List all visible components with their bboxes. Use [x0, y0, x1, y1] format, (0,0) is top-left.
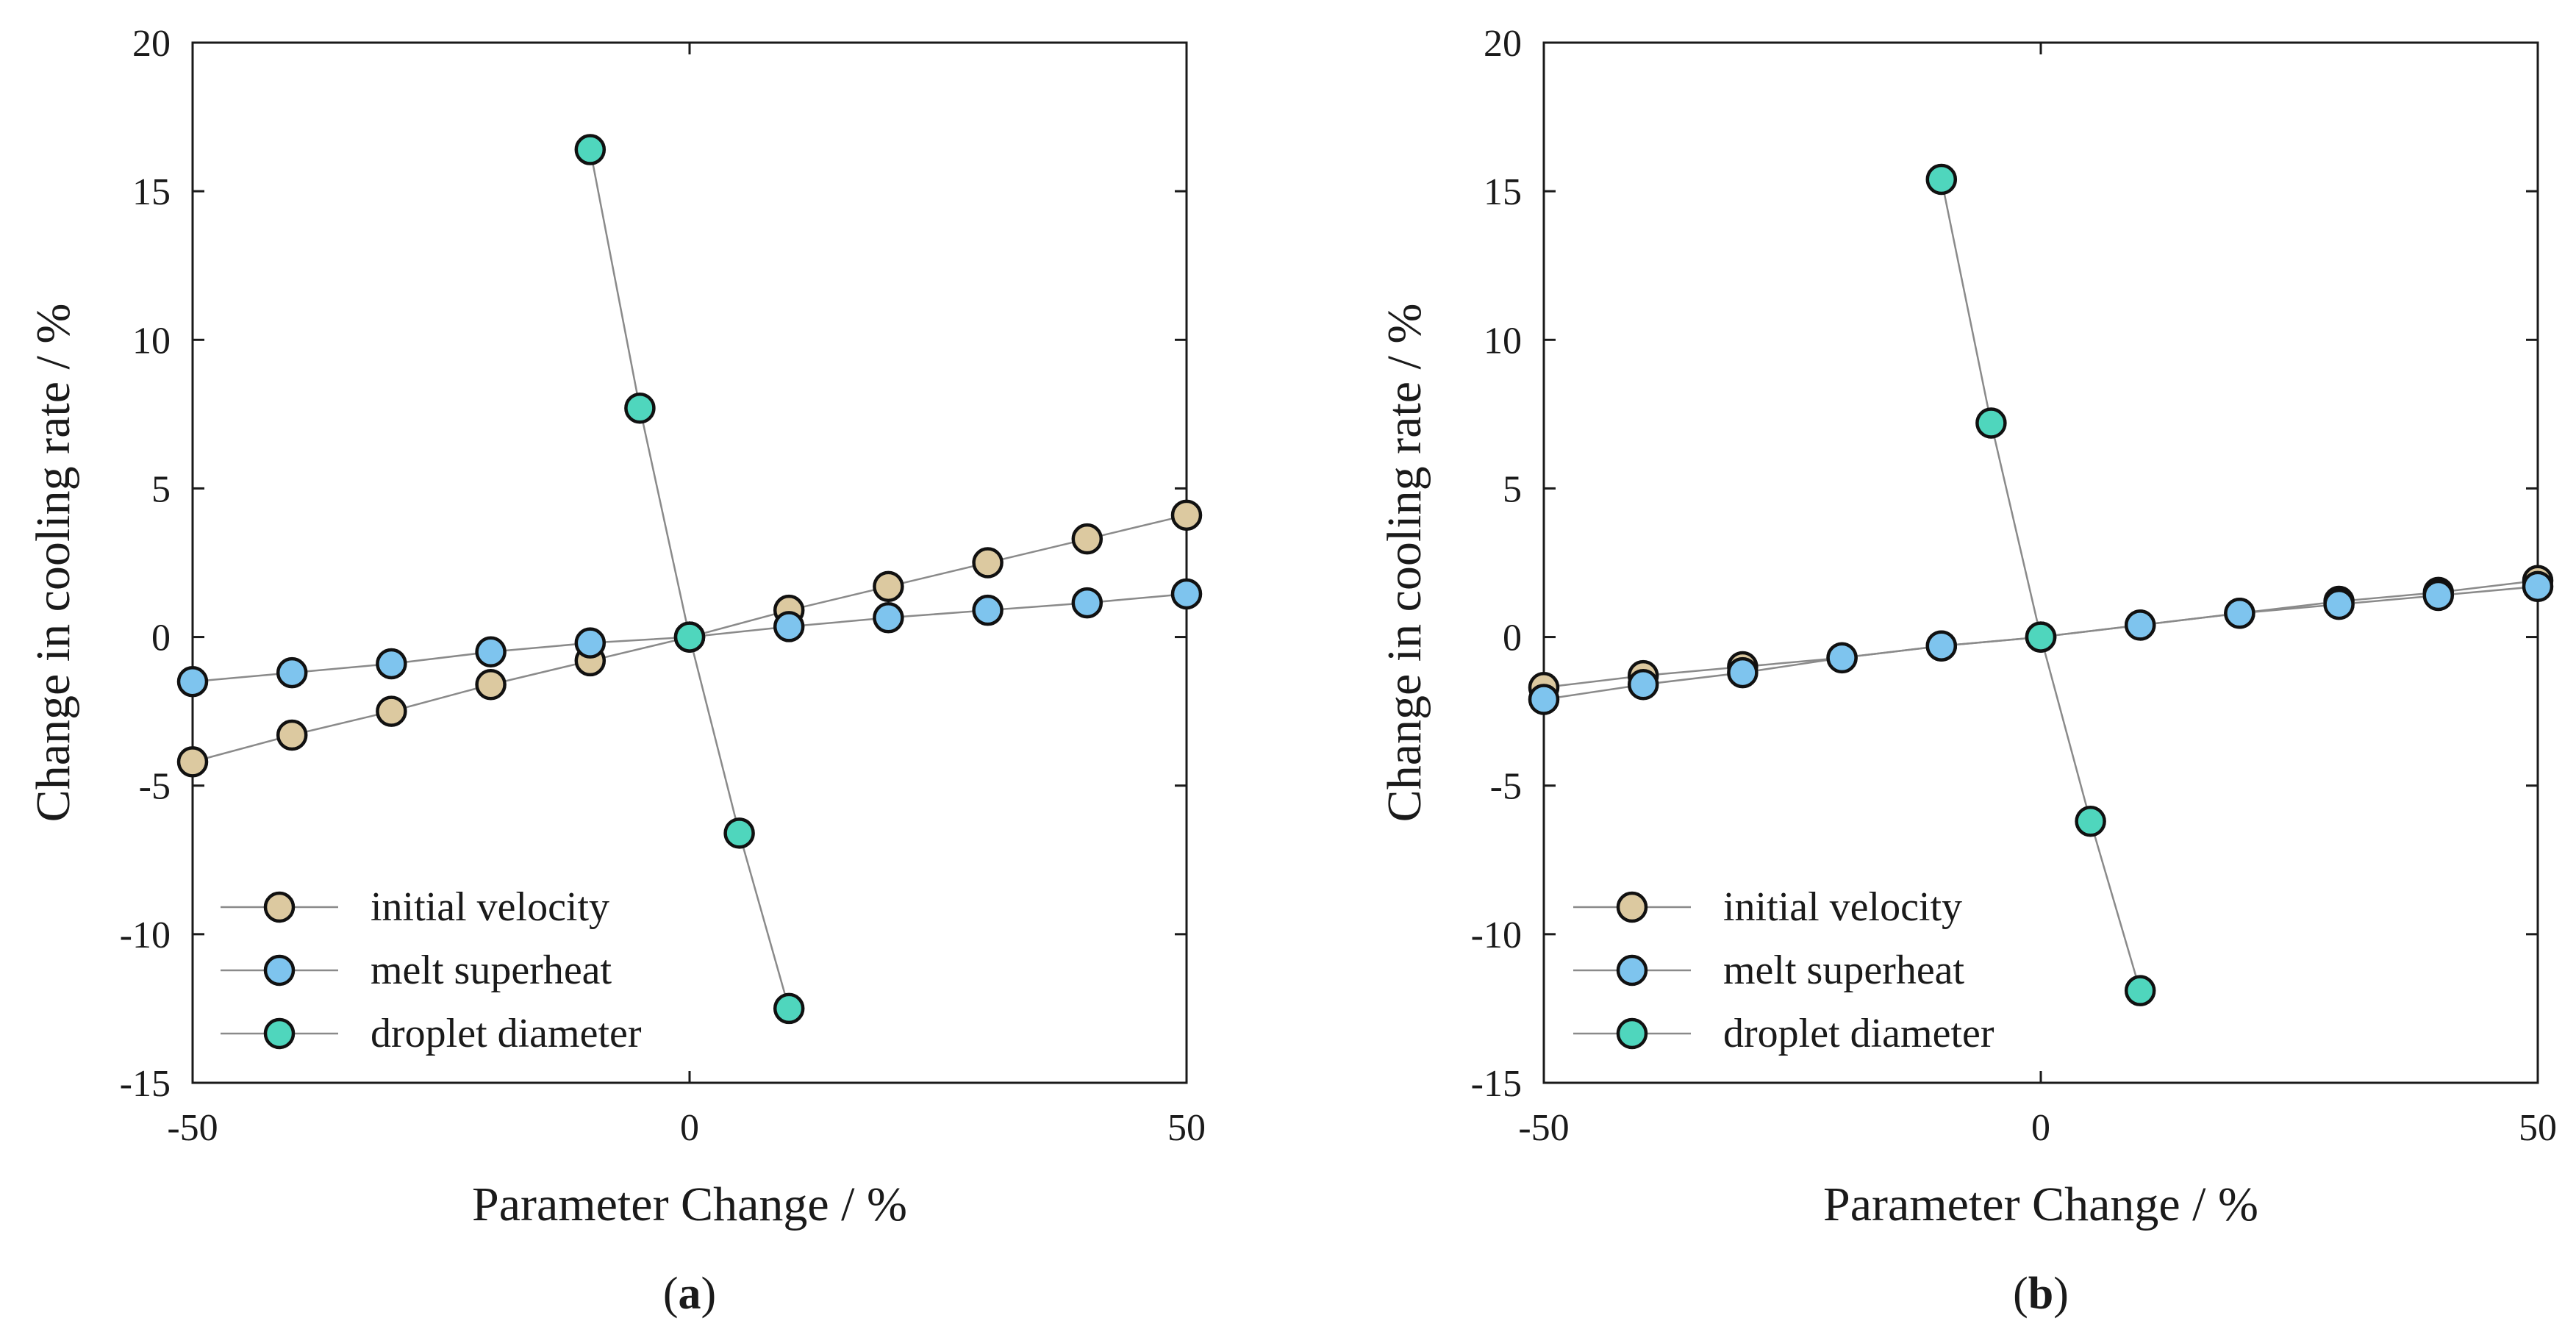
x-tick-label: 0 [2031, 1107, 2050, 1149]
x-tick-label: 50 [2519, 1107, 2557, 1149]
y-tick-label: 15 [132, 171, 171, 213]
y-tick-label: -15 [1471, 1063, 1522, 1105]
data-point-droplet-diameter [2025, 621, 2057, 653]
y-tick-label: -10 [1471, 914, 1522, 956]
y-tick-label: 20 [132, 23, 171, 65]
y-tick-label: 10 [132, 320, 171, 362]
y-tick-label: 5 [151, 468, 171, 510]
y-tick-label: -5 [1490, 766, 1522, 808]
legend-item-initial-velocity: initial velocity [221, 884, 609, 930]
data-point-droplet-diameter [723, 817, 755, 849]
data-point-melt-superheat [1826, 642, 1858, 674]
y-tick-label: 15 [1484, 171, 1522, 213]
panel-label: (b) [2013, 1269, 2069, 1319]
legend-item-melt-superheat: melt superheat [1573, 948, 1965, 993]
legend: initial velocity melt superheat droplet di… [221, 884, 642, 1056]
legend-marker [1616, 954, 1648, 987]
data-point-melt-superheat [176, 665, 209, 698]
data-point-melt-superheat [475, 636, 507, 668]
data-point-initial-velocity [276, 719, 308, 751]
x-tick-label: 50 [1167, 1107, 1206, 1149]
y-tick-label: -5 [139, 766, 171, 808]
data-point-droplet-diameter [574, 134, 607, 165]
x-axis-title: Parameter Change / % [1823, 1178, 2258, 1231]
data-point-droplet-diameter [1925, 163, 1958, 196]
data-point-melt-superheat [972, 594, 1003, 626]
data-point-melt-superheat [2124, 609, 2156, 641]
y-tick-label: 0 [1503, 617, 1522, 659]
data-point-droplet-diameter [673, 621, 706, 653]
data-point-melt-superheat [574, 627, 607, 659]
data-point-initial-velocity [1170, 499, 1203, 531]
data-point-droplet-diameter [2124, 975, 2156, 1006]
data-point-melt-superheat [2522, 570, 2554, 603]
data-point-melt-superheat [276, 656, 308, 689]
data-point-melt-superheat [376, 648, 407, 680]
legend-label: droplet diameter [1723, 1011, 1994, 1056]
data-point-initial-velocity [176, 746, 209, 778]
data-point-droplet-diameter [1975, 407, 2007, 439]
series-line-droplet-diameter [589, 149, 790, 1009]
data-point-droplet-diameter [2075, 805, 2106, 837]
series-droplet-diameter [1925, 163, 2156, 1006]
legend-marker [263, 954, 296, 987]
x-tick-label: 0 [680, 1107, 699, 1149]
legend: initial velocity melt superheat droplet di… [1573, 884, 1994, 1056]
data-point-melt-superheat [1727, 656, 1759, 689]
y-tick-label: 5 [1503, 468, 1522, 510]
legend-marker [263, 891, 296, 923]
data-point-melt-superheat [2422, 579, 2455, 612]
data-point-initial-velocity [873, 570, 904, 603]
data-point-melt-superheat [1170, 578, 1203, 610]
panel-label: (a) [663, 1269, 716, 1319]
y-axis-title: Change in cooling rate / % [26, 304, 80, 823]
legend-label: initial velocity [1723, 884, 1962, 930]
y-axis-title: Change in cooling rate / % [1378, 304, 1431, 823]
x-tick-label: -50 [167, 1107, 218, 1149]
series-line-droplet-diameter [1940, 179, 2142, 992]
data-point-initial-velocity [475, 669, 507, 701]
data-point-melt-superheat [2323, 588, 2355, 620]
legend-label: melt superheat [1723, 948, 1965, 993]
legend-marker [1616, 1017, 1648, 1050]
y-tick-label: 0 [151, 617, 171, 659]
y-tick-label: -15 [120, 1063, 171, 1105]
data-point-initial-velocity [972, 547, 1003, 579]
legend-marker [263, 1017, 296, 1050]
y-tick-label: 10 [1484, 320, 1522, 362]
data-point-melt-superheat [1627, 669, 1659, 701]
legend-item-droplet-diameter: droplet diameter [221, 1011, 642, 1056]
data-point-melt-superheat [773, 611, 805, 642]
x-tick-label: -50 [1518, 1107, 1569, 1149]
legend-label: initial velocity [371, 884, 609, 930]
y-tick-label: 20 [1484, 23, 1522, 65]
data-point-melt-superheat [1071, 587, 1103, 619]
legend-item-droplet-diameter: droplet diameter [1573, 1011, 1994, 1056]
y-tick-label: -10 [120, 914, 171, 956]
series-droplet-diameter [574, 134, 805, 1025]
data-point-droplet-diameter [624, 393, 656, 424]
data-point-melt-superheat [1528, 684, 1560, 715]
legend-label: melt superheat [371, 948, 612, 993]
legend-item-melt-superheat: melt superheat [221, 948, 612, 993]
legend-marker [1616, 891, 1648, 923]
legend-label: droplet diameter [371, 1011, 642, 1056]
data-point-initial-velocity [1071, 523, 1103, 555]
data-point-initial-velocity [376, 695, 407, 727]
data-point-droplet-diameter [773, 992, 805, 1025]
data-point-melt-superheat [1925, 630, 1958, 662]
plot-frame [1542, 41, 2539, 1084]
data-point-melt-superheat [2224, 597, 2255, 629]
data-point-melt-superheat [873, 602, 904, 634]
x-axis-title: Parameter Change / % [472, 1178, 907, 1231]
legend-item-initial-velocity: initial velocity [1573, 884, 1962, 930]
plot-frame [191, 41, 1188, 1084]
